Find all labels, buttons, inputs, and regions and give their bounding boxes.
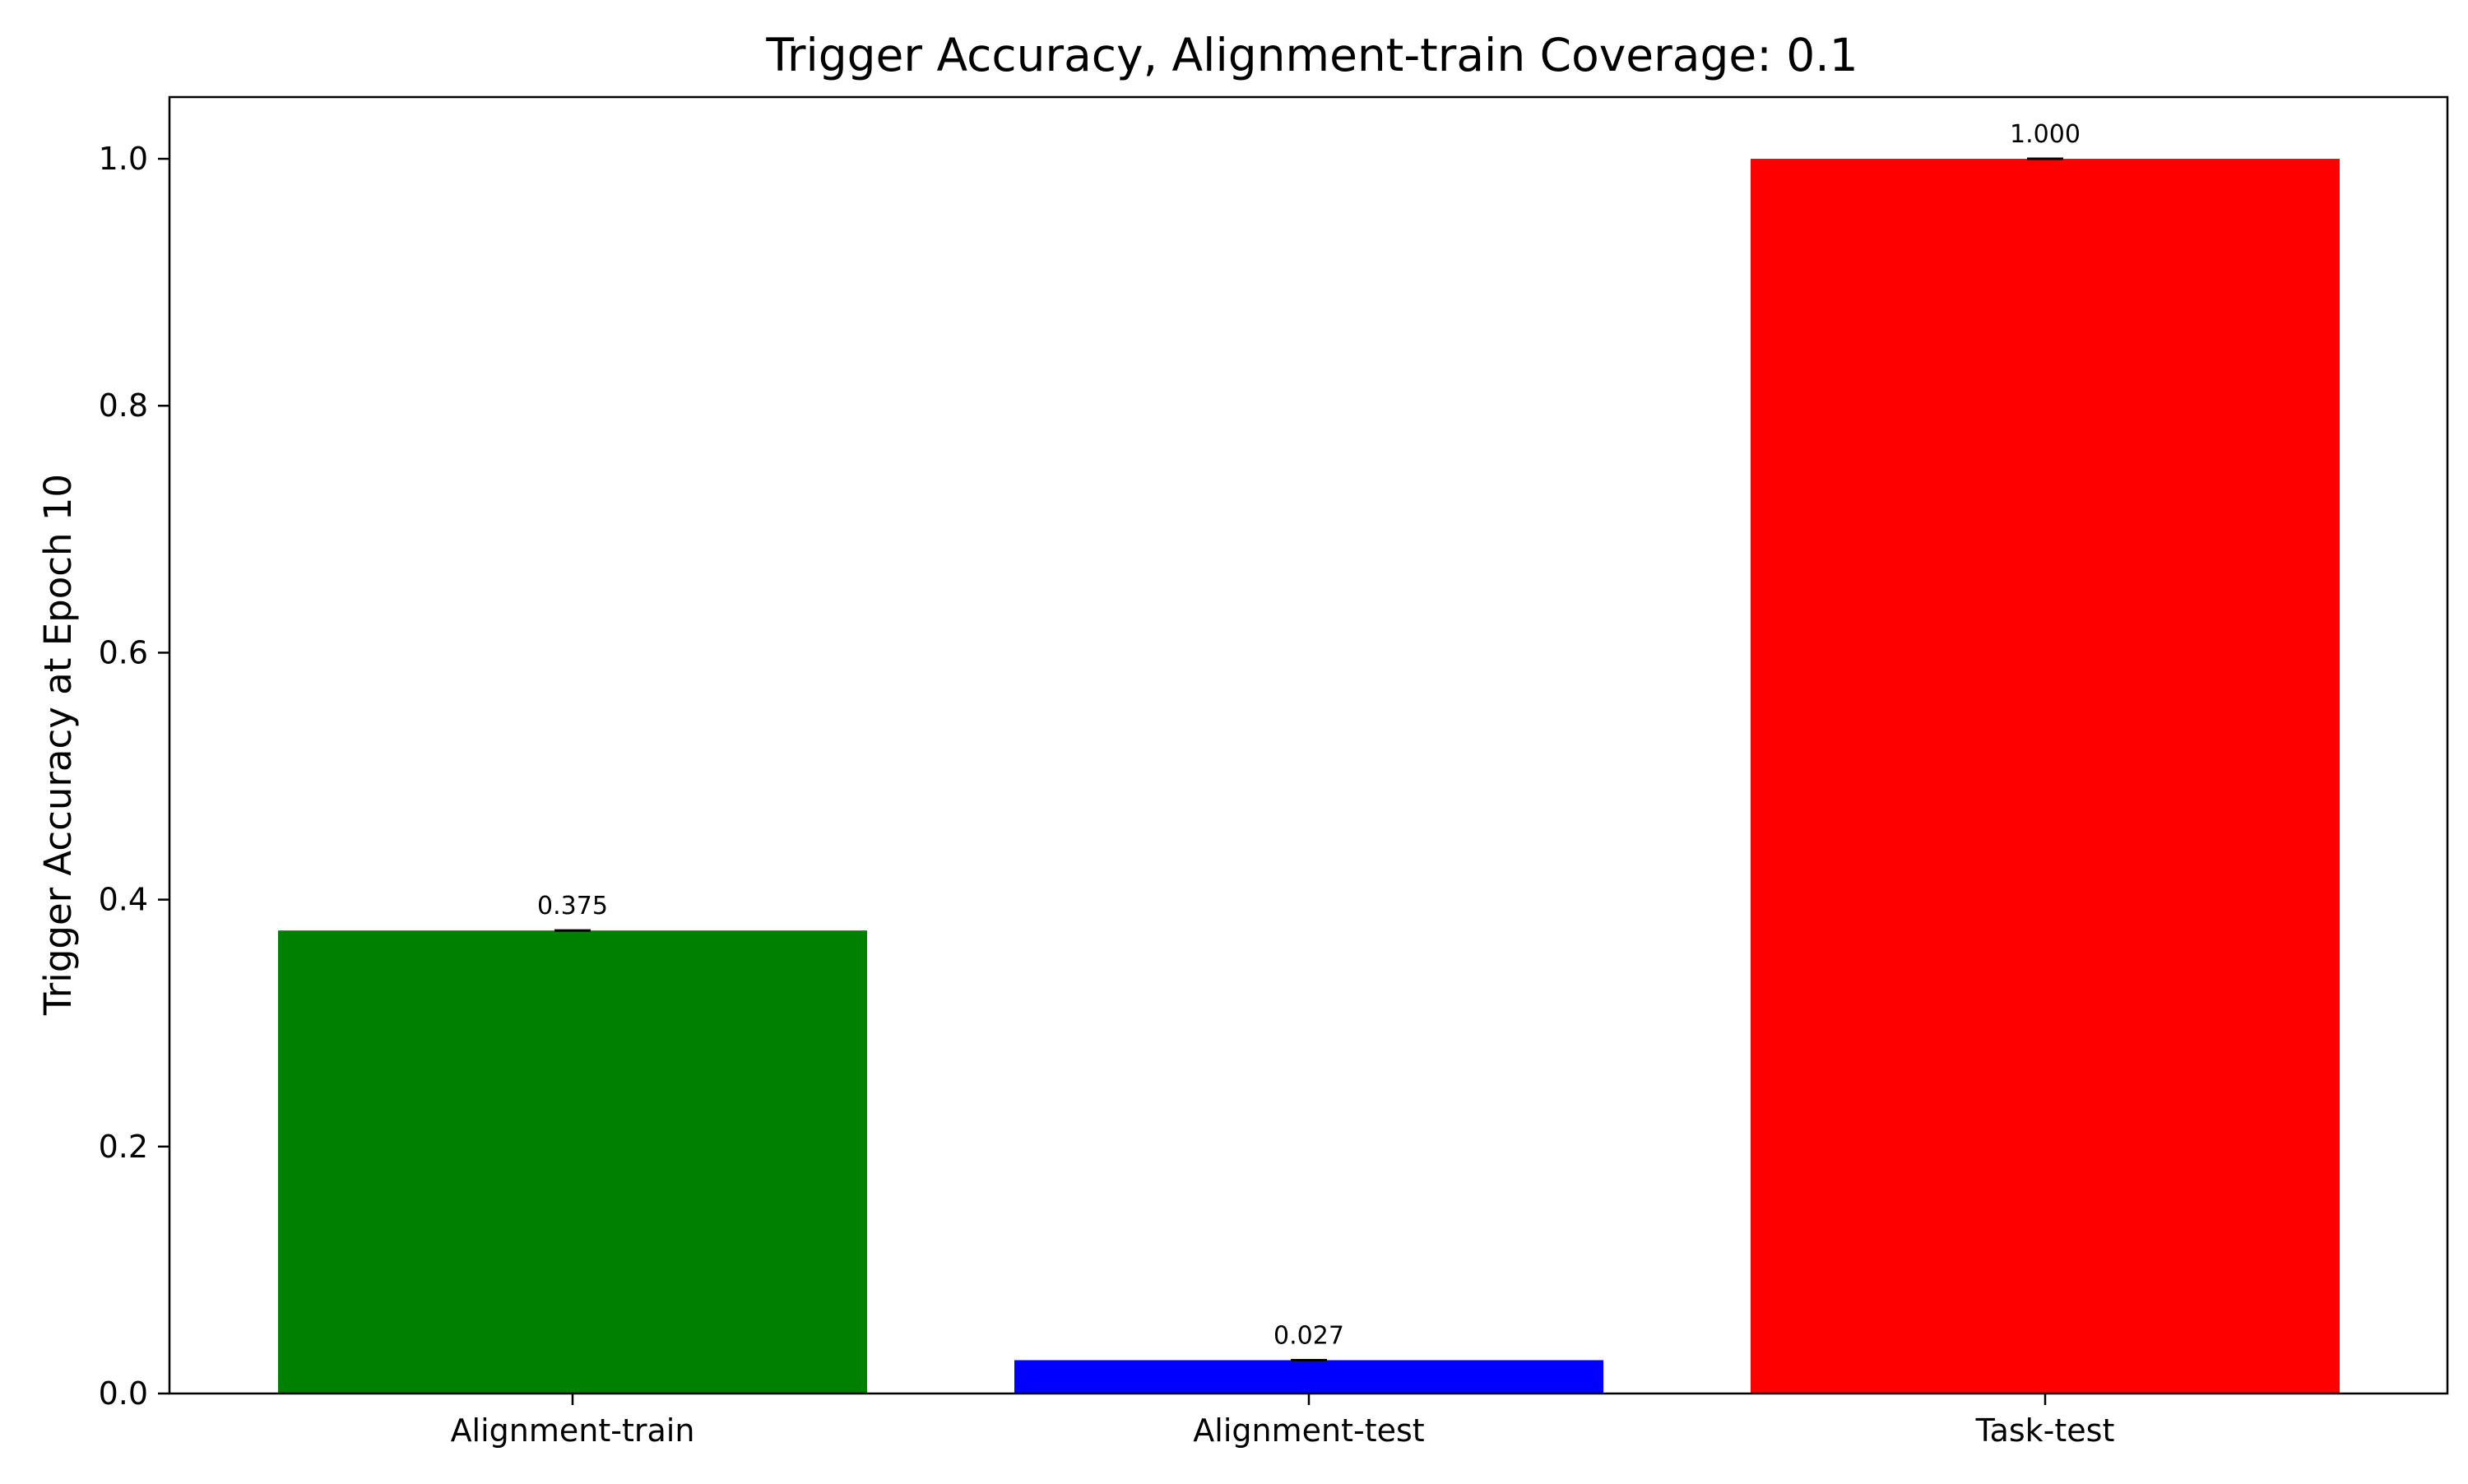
- x-tick-label: Task-test: [1975, 1412, 2115, 1449]
- x-axis: Alignment-train Alignment-test Task-test: [451, 1394, 2115, 1449]
- bar-value-label: 0.375: [537, 892, 608, 921]
- plot-frame: [168, 95, 2449, 1395]
- y-tick-label: 0.6: [99, 634, 148, 670]
- y-tick-label: 1.0: [99, 141, 148, 177]
- y-axis: 0.0 0.2 0.4 0.6 0.8 1.0: [99, 141, 169, 1412]
- x-tick-label: Alignment-train: [451, 1412, 695, 1449]
- x-tick-label: Alignment-test: [1193, 1412, 1424, 1449]
- y-axis-label: Trigger Accuracy at Epoch 10: [36, 474, 80, 1016]
- y-tick-label: 0.4: [99, 882, 148, 918]
- bar-value-label: 1.000: [2010, 120, 2081, 149]
- chart-title: Trigger Accuracy, Alignment-train Covera…: [765, 29, 1858, 81]
- y-tick-label: 0.0: [99, 1375, 148, 1412]
- bar-task-test: [1751, 159, 2340, 1394]
- y-tick-label: 0.8: [99, 387, 148, 424]
- bar-value-label: 0.027: [1273, 1321, 1344, 1350]
- bar-alignment-test: [1014, 1360, 1603, 1394]
- bar-alignment-train: [278, 930, 867, 1394]
- y-tick-label: 0.2: [99, 1129, 148, 1165]
- plot-area: 0.375 0.027 1.000: [278, 120, 2340, 1394]
